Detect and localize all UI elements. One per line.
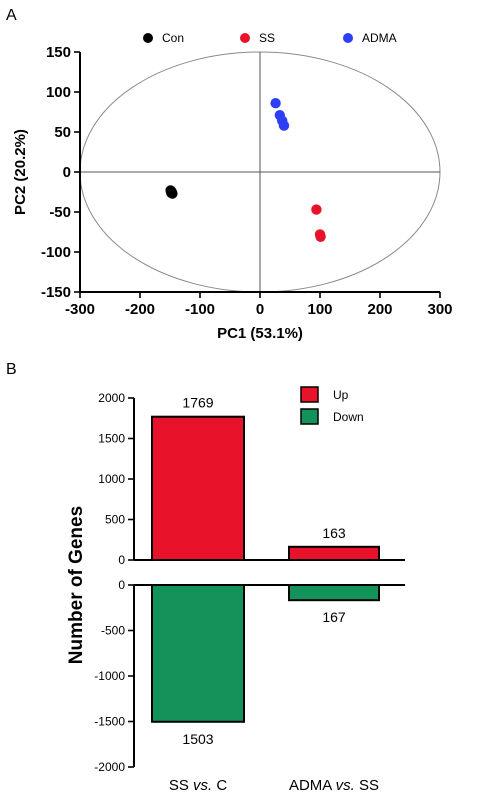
y-tick-label-upper: 0 xyxy=(118,553,125,567)
point-ss xyxy=(311,204,322,215)
x-tick-label: 100 xyxy=(307,301,332,318)
y-tick-label-upper: 2000 xyxy=(98,391,125,405)
y-tick-label-lower: -1000 xyxy=(94,669,125,683)
data-label-down-0: 1503 xyxy=(182,731,213,747)
bar-chart: 0 500 1000 1500 2000 0 -500 -1000 -1500 -2000 Numb… xyxy=(66,386,405,794)
panel-label-a: A xyxy=(6,7,17,24)
y-tick-label-lower: 0 xyxy=(118,578,125,592)
point-adma xyxy=(270,98,281,109)
y-tick-label-upper: 500 xyxy=(105,513,125,527)
point-con xyxy=(166,187,177,198)
y-tick-label: 0 xyxy=(63,164,71,181)
legend-marker-con xyxy=(143,33,153,43)
y-tick-label-upper: 1500 xyxy=(98,432,125,446)
legend-swatch-up xyxy=(300,386,319,403)
legend-marker-adma xyxy=(343,33,353,43)
x-tick-label: 0 xyxy=(256,301,264,318)
x-tick-label: 300 xyxy=(427,301,452,318)
x-tick-label: 200 xyxy=(367,301,392,318)
panel-label-b: B xyxy=(6,361,17,378)
y-tick-label: -50 xyxy=(49,204,71,221)
y-tick-label-lower: -2000 xyxy=(94,760,125,774)
x-tick-label: -300 xyxy=(65,301,95,318)
legend-label-con: Con xyxy=(162,31,184,45)
point-adma xyxy=(278,120,290,131)
y-tick-label-upper: 1000 xyxy=(98,472,125,486)
legend-marker-ss xyxy=(240,33,250,43)
x-axis-label: PC1 (53.1%) xyxy=(217,325,303,342)
x-tick-label: -100 xyxy=(185,301,215,318)
y-tick-label: 50 xyxy=(54,124,71,141)
y-tick-label-lower: -500 xyxy=(101,624,125,638)
data-label-up-0: 1769 xyxy=(182,395,213,411)
data-label-down-1: 167 xyxy=(322,609,346,625)
bar-up-1 xyxy=(288,545,380,561)
x-tick-label: -200 xyxy=(125,301,155,318)
category-label-0: SS vs. C xyxy=(169,777,228,794)
y-tick-label: 100 xyxy=(46,84,71,101)
bar-down-1 xyxy=(288,584,380,602)
legend-label-down: Down xyxy=(333,410,364,424)
y-tick-label: -150 xyxy=(41,284,71,301)
bar-down-0 xyxy=(151,584,245,723)
y-axis-label: PC2 (20.2%) xyxy=(12,129,29,215)
point-ss xyxy=(315,231,326,242)
y-tick-label: -100 xyxy=(41,244,71,261)
legend-swatch-down xyxy=(300,408,319,425)
pca-plot: -150 -100 -50 0 50 100 150 -300 -200 -100 0 100 200 3… xyxy=(12,31,453,342)
y-tick-label: 150 xyxy=(46,44,71,61)
legend-label-adma: ADMA xyxy=(362,31,397,45)
category-label-1: ADMA vs. SS xyxy=(289,777,379,794)
legend-label-ss: SS xyxy=(259,31,275,45)
bar-up-0 xyxy=(151,415,245,561)
data-label-up-1: 163 xyxy=(322,525,346,541)
y-tick-label-lower: -1500 xyxy=(94,715,125,729)
legend-label-up: Up xyxy=(333,388,349,402)
y-axis-label: Number of Genes xyxy=(66,506,87,664)
